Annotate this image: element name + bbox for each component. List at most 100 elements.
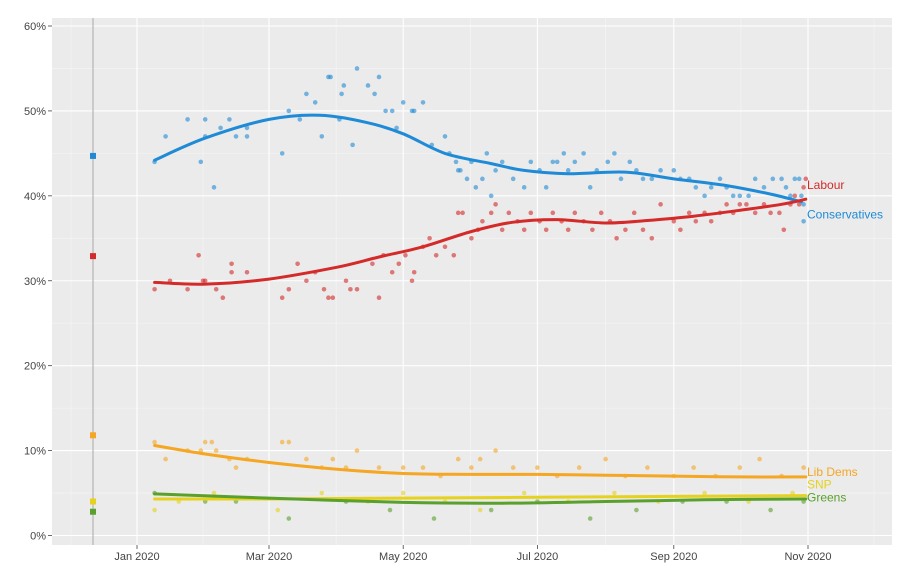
poll-point-conservatives — [233, 134, 239, 139]
poll-point-labour — [469, 235, 474, 241]
y-tick-label: 0% — [30, 531, 46, 543]
poll-point-conservatives — [554, 159, 560, 165]
poll-point-lib-dems — [493, 448, 498, 453]
poll-point-conservatives — [779, 176, 784, 182]
poll-point-conservatives — [693, 185, 699, 190]
poll-point-conservatives — [453, 159, 459, 165]
poll-point-conservatives — [400, 100, 406, 105]
poll-point-snp — [521, 490, 527, 496]
poll-point-conservatives — [561, 151, 567, 156]
series-label-snp: SNP — [807, 478, 832, 492]
poll-point-labour — [543, 227, 549, 233]
poll-point-conservatives — [737, 193, 743, 199]
poll-point-conservatives — [572, 159, 578, 165]
poll-point-conservatives — [480, 176, 485, 182]
poll-point-snp — [319, 490, 325, 496]
x-tick-label: Sep 2020 — [650, 551, 697, 563]
poll-point-conservatives — [658, 168, 663, 173]
poll-point-conservatives — [202, 117, 208, 122]
poll-point-conservatives — [376, 74, 382, 80]
election-marker-greens — [90, 508, 96, 515]
poll-point-conservatives — [796, 176, 802, 182]
poll-point-labour — [480, 219, 485, 224]
poll-point-snp — [152, 507, 157, 513]
y-tick-label: 20% — [24, 361, 46, 373]
election-marker-labour — [90, 253, 96, 260]
poll-point-conservatives — [286, 108, 292, 114]
poll-point-labour — [433, 252, 439, 258]
poll-point-greens — [587, 516, 593, 521]
poll-point-lib-dems — [455, 456, 461, 462]
poll-point-conservatives — [640, 176, 646, 182]
poll-point-conservatives — [618, 176, 624, 182]
poll-point-labour — [565, 227, 571, 233]
trend-line-labour — [153, 197, 808, 286]
poll-point-labour — [321, 286, 327, 292]
poll-point-conservatives — [587, 185, 593, 190]
poll-point-lib-dems — [152, 439, 157, 445]
election-result-markers — [90, 18, 96, 545]
poll-point-snp — [477, 507, 483, 513]
poll-point-lib-dems — [691, 465, 696, 470]
poll-point-conservatives — [458, 168, 463, 173]
poll-point-conservatives — [372, 91, 377, 97]
poll-point-conservatives — [163, 134, 168, 139]
election-marker-snp — [90, 498, 96, 505]
poll-point-labour — [295, 261, 300, 267]
poll-point-labour — [678, 227, 683, 233]
poll-point-conservatives — [730, 193, 736, 199]
poll-point-lib-dems — [801, 465, 806, 470]
poll-point-conservatives — [442, 134, 448, 139]
poll-point-lib-dems — [202, 439, 208, 445]
poll-point-conservatives — [411, 108, 417, 114]
series-label-lib-dems: Lib Dems — [807, 465, 858, 479]
x-tick-label: Jan 2020 — [114, 551, 159, 563]
poll-point-conservatives — [297, 117, 303, 122]
poll-point-labour — [244, 269, 250, 275]
poll-point-labour — [658, 202, 663, 207]
poll-point-lib-dems — [213, 448, 219, 453]
poll-point-conservatives — [565, 168, 571, 173]
poll-point-labour — [572, 210, 578, 216]
poll-point-conservatives — [484, 151, 490, 156]
poll-point-labour — [528, 210, 534, 216]
poll-point-conservatives — [543, 185, 549, 190]
poll-point-lib-dems — [400, 465, 406, 470]
trend-line-conservatives — [153, 113, 803, 204]
poll-point-conservatives — [383, 108, 388, 114]
poll-point-conservatives — [788, 193, 793, 199]
poll-point-conservatives — [801, 202, 806, 207]
poll-point-labour — [801, 185, 806, 190]
poll-point-conservatives — [605, 159, 611, 165]
x-tick-label: Nov 2020 — [784, 551, 831, 563]
plot-panel — [52, 18, 892, 545]
poll-point-conservatives — [312, 100, 318, 105]
poll-point-labour — [686, 210, 692, 216]
poll-point-lib-dems — [469, 465, 474, 470]
poll-point-lib-dems — [737, 465, 743, 470]
poll-point-conservatives — [304, 91, 309, 97]
poll-point-labour — [671, 219, 677, 224]
poll-point-conservatives — [211, 185, 217, 190]
poll-point-labour — [326, 295, 331, 301]
poll-point-lib-dems — [510, 465, 516, 470]
poll-point-conservatives — [227, 117, 232, 122]
poll-point-conservatives — [649, 176, 655, 182]
x-tick-label: Jul 2020 — [517, 551, 559, 563]
y-axis-tick-labels: 0% 10% 20% 30% 40% 50% 60% — [24, 21, 52, 543]
poll-point-labour — [185, 286, 190, 292]
poll-point-conservatives — [350, 142, 355, 148]
poll-point-conservatives — [365, 83, 371, 88]
poll-point-lib-dems — [576, 465, 582, 470]
poll-point-labour — [506, 210, 512, 216]
poll-point-labour — [521, 227, 527, 233]
poll-point-labour — [693, 219, 699, 224]
x-axis-tick-labels: Jan 2020 Mar 2020 May 2020 Jul 2020 Sep 2020… — [114, 545, 832, 563]
poll-point-snp — [400, 490, 406, 496]
poll-point-labour — [442, 244, 448, 250]
poll-point-labour — [499, 227, 505, 233]
poll-point-snp — [275, 507, 281, 513]
poll-point-labour — [708, 219, 714, 224]
poll-point-conservatives — [783, 185, 789, 190]
poll-point-labour — [196, 252, 201, 258]
